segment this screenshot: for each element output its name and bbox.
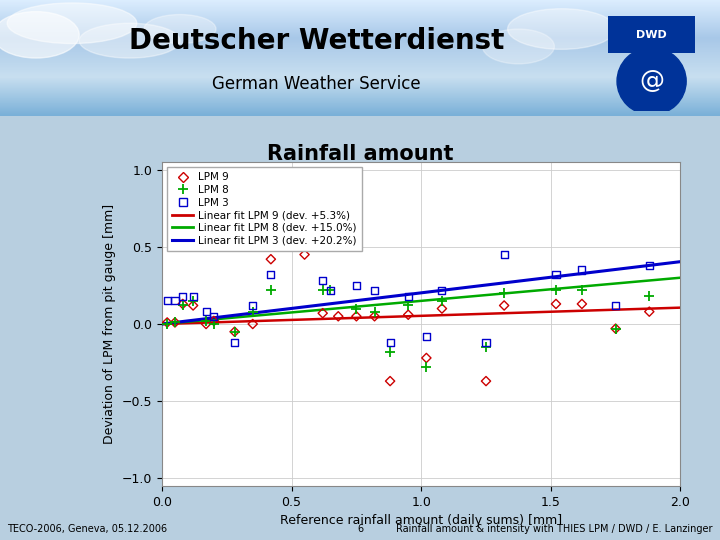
- Point: [286, 208, 297, 217]
- Point: [325, 286, 336, 294]
- Text: Rainfall amount & intensity with THIES LPM / DWD / E. Lanzinger: Rainfall amount & intensity with THIES L…: [396, 524, 713, 534]
- Point: [369, 286, 380, 294]
- Point: [644, 261, 655, 269]
- Point: [169, 318, 181, 327]
- Point: [161, 318, 173, 327]
- Point: [498, 250, 510, 259]
- Ellipse shape: [482, 29, 554, 64]
- Point: [200, 307, 212, 316]
- Y-axis label: Deviation of LPM from pit gauge [mm]: Deviation of LPM from pit gauge [mm]: [103, 204, 116, 444]
- Point: [299, 222, 310, 231]
- Bar: [608, 16, 695, 53]
- Text: DWD: DWD: [636, 30, 667, 40]
- Point: [576, 266, 588, 274]
- Ellipse shape: [144, 15, 216, 44]
- Point: [286, 219, 297, 228]
- Point: [229, 327, 240, 336]
- Point: [187, 296, 199, 305]
- Point: [550, 300, 562, 308]
- Point: [480, 338, 492, 347]
- Point: [351, 281, 362, 290]
- Legend: LPM 9, LPM 8, LPM 3, Linear fit LPM 9 (dev. +5.3%), Linear fit LPM 8 (dev. +15.0: LPM 9, LPM 8, LPM 3, Linear fit LPM 9 (d…: [167, 167, 362, 251]
- Point: [247, 301, 258, 310]
- Point: [177, 292, 189, 301]
- Point: [299, 224, 310, 233]
- Point: [550, 271, 562, 279]
- Point: [208, 316, 220, 325]
- Text: Deutscher Wetterdienst: Deutscher Wetterdienst: [129, 26, 505, 55]
- Point: [550, 286, 562, 294]
- Circle shape: [617, 48, 686, 115]
- Point: [436, 296, 448, 305]
- Point: [208, 320, 220, 328]
- Point: [644, 307, 655, 316]
- Point: [229, 338, 240, 347]
- Point: [187, 292, 199, 301]
- Point: [498, 301, 510, 310]
- Ellipse shape: [7, 3, 137, 44]
- Point: [384, 377, 396, 386]
- Point: [333, 312, 344, 321]
- Point: [177, 300, 189, 308]
- Point: [402, 292, 414, 301]
- Point: [161, 296, 173, 305]
- Point: [420, 354, 432, 362]
- Point: [247, 307, 258, 316]
- Point: [317, 286, 328, 294]
- Ellipse shape: [79, 23, 180, 58]
- Point: [229, 327, 240, 336]
- Point: [480, 377, 492, 386]
- Point: [369, 312, 380, 321]
- Point: [200, 320, 212, 328]
- Point: [576, 286, 588, 294]
- Point: [610, 325, 621, 333]
- Point: [384, 347, 396, 356]
- Point: [169, 318, 181, 327]
- Point: [369, 307, 380, 316]
- Point: [200, 316, 212, 325]
- Ellipse shape: [508, 9, 616, 49]
- Point: [384, 338, 396, 347]
- Point: [325, 286, 336, 294]
- Point: [610, 325, 621, 333]
- Point: [576, 300, 588, 308]
- Point: [169, 296, 181, 305]
- Point: [644, 292, 655, 301]
- Point: [247, 320, 258, 328]
- Point: [480, 343, 492, 352]
- Point: [299, 250, 310, 259]
- Point: [265, 271, 276, 279]
- Point: [402, 310, 414, 319]
- Point: [436, 304, 448, 313]
- Point: [351, 304, 362, 313]
- Text: Rainfall amount: Rainfall amount: [266, 144, 454, 164]
- Point: [161, 320, 173, 328]
- Point: [317, 276, 328, 285]
- Point: [317, 309, 328, 318]
- Point: [420, 332, 432, 341]
- Point: [610, 301, 621, 310]
- Point: [208, 312, 220, 321]
- X-axis label: Reference rainfall amount (daily sums) [mm]: Reference rainfall amount (daily sums) […: [280, 514, 562, 527]
- Point: [177, 301, 189, 310]
- Point: [286, 235, 297, 244]
- Point: [187, 301, 199, 310]
- Point: [265, 286, 276, 294]
- Text: 6: 6: [357, 524, 363, 534]
- Text: TECO-2006, Geneva, 05.12.2006: TECO-2006, Geneva, 05.12.2006: [7, 524, 167, 534]
- Point: [498, 289, 510, 298]
- Text: German Weather Service: German Weather Service: [212, 75, 421, 92]
- Point: [436, 286, 448, 294]
- Point: [402, 301, 414, 310]
- Point: [265, 255, 276, 264]
- Ellipse shape: [0, 11, 79, 58]
- Point: [420, 363, 432, 372]
- Point: [351, 312, 362, 321]
- Text: @: @: [639, 69, 664, 93]
